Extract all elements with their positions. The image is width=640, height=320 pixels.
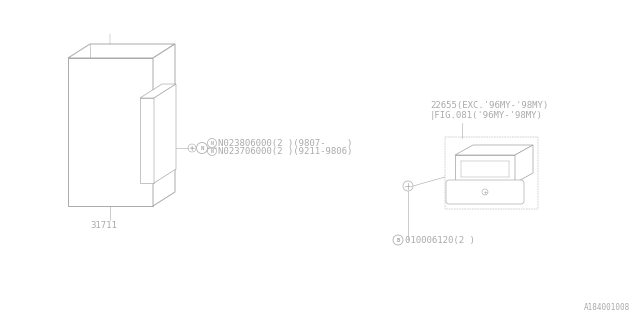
Circle shape	[196, 142, 207, 154]
Circle shape	[207, 139, 216, 148]
Text: B: B	[396, 237, 399, 243]
Circle shape	[482, 189, 488, 195]
Circle shape	[188, 144, 196, 152]
Polygon shape	[68, 58, 153, 206]
Text: N023706000(2 )(9211-9806): N023706000(2 )(9211-9806)	[218, 147, 353, 156]
Text: N: N	[211, 140, 213, 146]
Text: A184001008: A184001008	[584, 303, 630, 312]
Text: N: N	[200, 146, 204, 150]
Text: 31711: 31711	[90, 221, 117, 230]
Polygon shape	[153, 44, 175, 206]
Text: N: N	[211, 148, 213, 154]
Text: 010006120(2 ): 010006120(2 )	[405, 236, 475, 244]
Text: N023806000(2 )(9807-    ): N023806000(2 )(9807- )	[218, 139, 353, 148]
Polygon shape	[140, 98, 154, 183]
Text: |FIG.081('96MY-'98MY): |FIG.081('96MY-'98MY)	[430, 111, 543, 120]
FancyBboxPatch shape	[446, 180, 524, 204]
Circle shape	[393, 235, 403, 245]
Circle shape	[403, 181, 413, 191]
Polygon shape	[515, 145, 533, 183]
Text: 22655(EXC.'96MY-'98MY): 22655(EXC.'96MY-'98MY)	[430, 101, 548, 110]
Polygon shape	[455, 145, 533, 155]
Polygon shape	[140, 84, 176, 98]
Polygon shape	[154, 84, 176, 183]
Circle shape	[207, 147, 216, 156]
Polygon shape	[455, 155, 515, 183]
Polygon shape	[68, 44, 175, 58]
